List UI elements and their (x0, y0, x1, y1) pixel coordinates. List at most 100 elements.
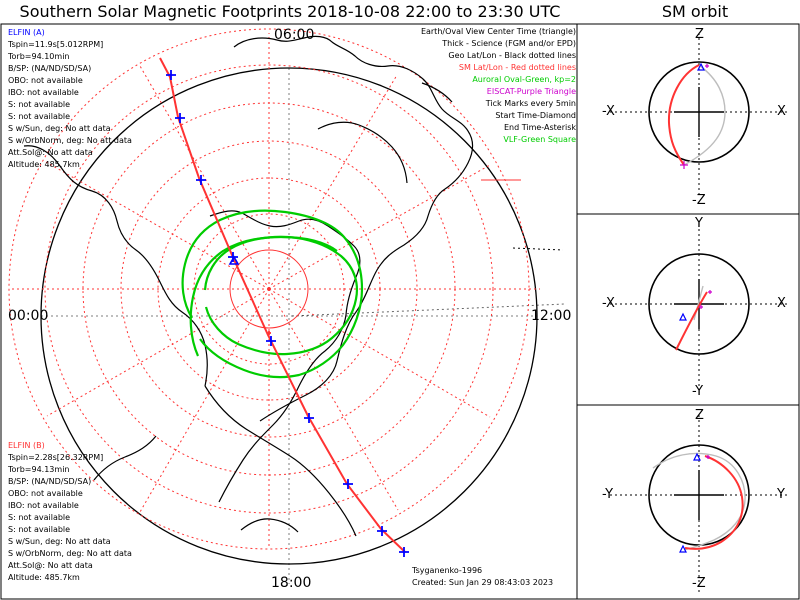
elfin-b-line-4: OBO: not available (8, 489, 83, 498)
elfin-a-line-5: IBO: not available (8, 88, 79, 97)
elfin-b-line-11: Altitude: 485.7km (8, 573, 80, 582)
orbit-bottom-label-bottom: -Z (692, 576, 706, 591)
coastline-main-3 (23, 145, 208, 387)
track-marker-8 (377, 526, 387, 536)
edge-label-top: 06:00 (274, 27, 315, 43)
orbit-bottom-label-right: Y (777, 487, 785, 502)
red-radial-3 (268, 164, 491, 290)
orbit-middle-end-marker (699, 305, 703, 309)
orbit-panel-bottom (610, 415, 788, 594)
elfin-b-line-8: S w/Sun, deg: No att data (8, 537, 111, 546)
coastline-island-3 (421, 82, 453, 103)
elfin-a-line-11: Altitude: 485.7km (8, 160, 80, 169)
elfin-a-header: ELFIN (A) (8, 28, 45, 37)
track-marker-2 (175, 113, 185, 123)
main-polar-plot (8, 28, 566, 584)
orbit-top-label-right: X (777, 104, 786, 119)
orbit-middle-gray-path (693, 285, 704, 321)
right-frame (576, 23, 800, 600)
elfin-a-line-9: S w/OrbNorm, deg: No att data (8, 136, 132, 145)
legend-line-1: Earth/Oval View Center Time (triangle) (420, 27, 576, 36)
elfin-b-header: ELFIN (B) (8, 441, 45, 450)
elfin-a-line-4: OBO: not available (8, 76, 83, 85)
red-radial-9 (46, 288, 270, 417)
elfin-b-line-9: S w/OrbNorm, deg: No att data (8, 549, 132, 558)
orbit-top-gray-path (683, 65, 726, 166)
orbit-panel-middle (610, 224, 788, 392)
orbit-middle-earth (648, 253, 750, 355)
legend-line-2: Thick - Science (FGM and/or EPD) (442, 39, 576, 48)
elfin-b-line-10: Att.Sol@: No att data (8, 561, 93, 570)
frames (0, 23, 800, 600)
elfin-track (159, 57, 409, 557)
red-radial-2 (268, 74, 398, 290)
elfin-b-panel: ELFIN (B) Tspin=2.28s[26.32RPM] Torb=94.… (8, 440, 168, 584)
orbit-middle-start-marker (708, 290, 712, 294)
legend-line-3: Geo Lat/Lon - Black dotted lines (448, 51, 576, 60)
legend-line-5: Auroral Oval-Green, kp=2 (472, 75, 576, 84)
orbit-top-label-top: Z (695, 27, 704, 42)
track-marker-6 (304, 413, 314, 423)
view-center-triangle (228, 255, 240, 265)
orbit-middle-label-left: -X (602, 296, 615, 311)
elfin-a-line-8: S w/Sun, deg: No att data (8, 124, 111, 133)
footer-model: Tsyganenko-1996 (412, 566, 483, 575)
elfin-a-line-6: S: not available (8, 100, 71, 109)
elfin-b-line-1: Tspin=2.28s[26.32RPM] (8, 453, 104, 462)
auroral-oval-outer (181, 209, 364, 379)
edge-label-right: 12:00 (531, 308, 572, 324)
orbit-middle-label-top: Y (695, 216, 703, 231)
coastline-island-2 (240, 518, 299, 533)
orbit-panel-top (610, 33, 788, 198)
red-radial-6 (268, 288, 399, 511)
orbit-bottom-triangle-bottom (679, 544, 687, 553)
red-circle-6 (44, 64, 494, 514)
orbit-middle-triangle (679, 312, 687, 321)
legend-panel: Earth/Oval View Center Time (triangle) T… (378, 26, 576, 146)
orbit-middle-label-bottom: -Y (692, 384, 704, 399)
auroral-oval-inner-secondary (189, 235, 338, 357)
coastline-island-1 (93, 435, 157, 481)
orbit-middle-label-right: X (777, 296, 786, 311)
orbit-top-red-path (667, 64, 700, 166)
footer-created: Created: Sun Jan 29 08:43:03 2023 (412, 578, 554, 587)
elfin-a-panel: ELFIN (A) Tspin=11.9s[5.012RPM] Torb=94.… (8, 27, 168, 171)
orbit-bottom-label-left: -Y (602, 487, 614, 502)
orbit-bottom-triangle-top (693, 452, 701, 461)
track-marker-9 (399, 547, 409, 557)
red-center-marker (267, 331, 271, 335)
main-grid-red (8, 28, 540, 550)
track-marker-3 (196, 175, 206, 185)
elfin-a-line-1: Tspin=11.9s[5.012RPM] (8, 40, 104, 49)
orbit-middle-red-path (675, 291, 708, 351)
elfin-a-line-10: Att.Sol@: No att data (8, 148, 93, 157)
elfin-track-line (159, 57, 406, 553)
legend-line-9: End Time-Asterisk (503, 123, 576, 132)
orbit-top-start-marker (705, 64, 709, 68)
auroral-oval-inner (203, 235, 358, 356)
orbit-top-earth (648, 61, 750, 163)
elfin-b-line-5: IBO: not available (8, 501, 79, 510)
orbit-top-label-bottom: -Z (692, 193, 706, 208)
auroral-ovals (181, 209, 364, 379)
legend-line-10: VLF-Green Square (503, 135, 576, 144)
orbit-bottom-red-path (684, 455, 744, 550)
red-inner-circle (229, 249, 309, 329)
red-circle-4 (120, 140, 418, 438)
legend-line-4: SM Lat/Lon - Red dotted lines (458, 63, 576, 72)
track-marker-5 (266, 336, 276, 346)
elfin-b-line-6: S: not available (8, 513, 71, 522)
main-grid-bottom-fragments (481, 179, 564, 251)
orbit-top-end-marker (680, 161, 688, 169)
orbit-bottom-start-marker (706, 455, 710, 459)
coastline-main-4 (317, 121, 408, 184)
track-marker-1 (166, 70, 176, 80)
elfin-a-line-3: B/SP: (NA/ND/SD/SA) (8, 64, 92, 73)
legend-line-8: Start Time-Diamond (495, 111, 576, 120)
orbit-bottom-label-top: Z (695, 408, 704, 423)
edge-label-bottom: 18:00 (271, 575, 312, 591)
main-title: Southern Solar Magnetic Footprints 2018-… (19, 2, 561, 21)
red-radial-11 (45, 161, 270, 290)
orbit-top-label-left: -X (602, 104, 615, 119)
